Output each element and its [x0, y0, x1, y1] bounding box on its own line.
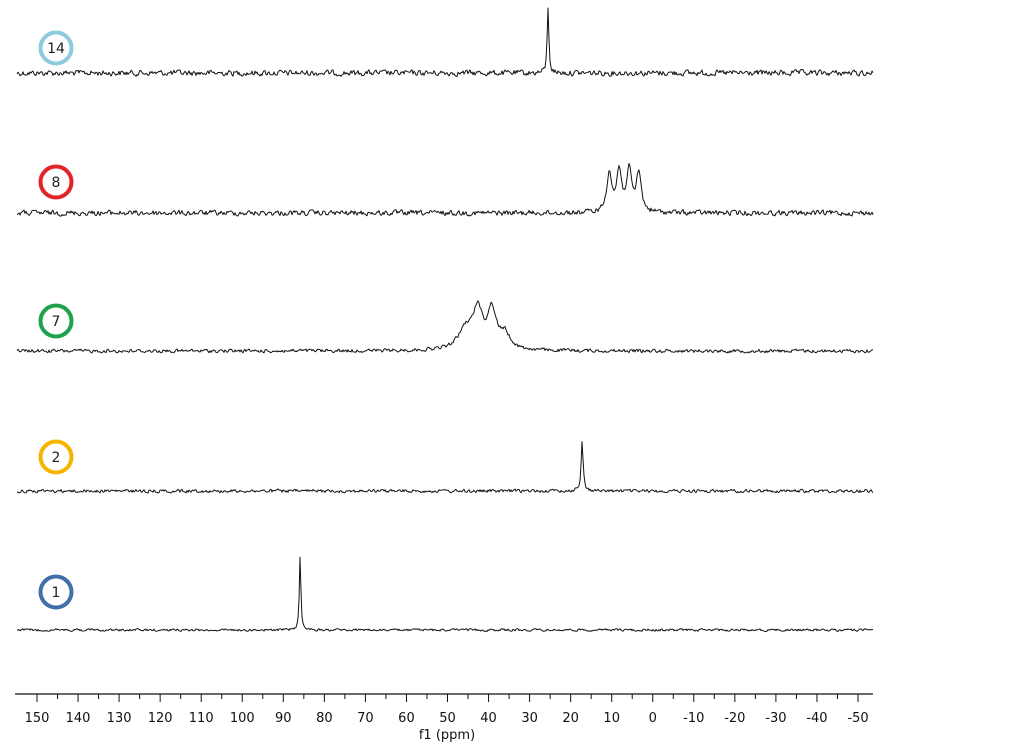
spectra-group	[16, 7, 874, 632]
spectrum-badge-circle-2	[38, 439, 74, 475]
x-tick-label: 40	[480, 711, 497, 726]
x-tick-label: -50	[847, 711, 868, 726]
spectrum-badge-label: 14	[47, 41, 65, 57]
x-tick-label: 90	[275, 711, 292, 726]
x-tick-label: -10	[683, 711, 704, 726]
x-tick-label: 150	[25, 711, 50, 726]
spectrum-badge-label: 7	[52, 314, 61, 330]
x-axis-title: f1 (ppm)	[419, 728, 475, 743]
x-axis: 150 140 130 120 110 100 90 80 70 60 50 40 30 20 10 0 -10…	[15, 693, 873, 726]
spectrum-badge-circle-8	[38, 164, 74, 200]
spectrum-badge-label: 8	[52, 175, 61, 191]
x-tick-label: 70	[357, 711, 374, 726]
spectrum-trace-7	[16, 300, 874, 354]
x-tick-label: -30	[765, 711, 786, 726]
x-tick-label: 20	[562, 711, 579, 726]
x-tick-label: 100	[230, 711, 255, 726]
spectrum-badge-circle-1	[38, 574, 74, 610]
x-tick-label: 80	[316, 711, 333, 726]
spectrum-badge-circle-14	[38, 30, 74, 66]
spectrum-trace-1	[16, 556, 874, 632]
x-tick-label: -20	[724, 711, 745, 726]
x-tick-label: 50	[439, 711, 456, 726]
x-tick-label: 120	[148, 711, 173, 726]
spectrum-trace-8	[16, 162, 874, 217]
spectrum-trace-14	[16, 7, 874, 78]
x-tick-label: 0	[649, 711, 657, 726]
x-tick-label: 110	[189, 711, 214, 726]
x-tick-label: -40	[806, 711, 827, 726]
spectrum-badges: 14 8 7 2 1	[38, 30, 74, 610]
x-tick-label: 30	[521, 711, 538, 726]
spectrum-badge-circle-7	[38, 303, 74, 339]
x-tick-label: 130	[107, 711, 132, 726]
spectrum-badge-label: 1	[52, 585, 61, 601]
x-tick-label: 140	[66, 711, 91, 726]
x-tick-label: 60	[398, 711, 415, 726]
x-tick-label: 10	[603, 711, 620, 726]
spectrum-trace-2	[16, 441, 874, 494]
spectrum-badge-label: 2	[52, 450, 61, 466]
